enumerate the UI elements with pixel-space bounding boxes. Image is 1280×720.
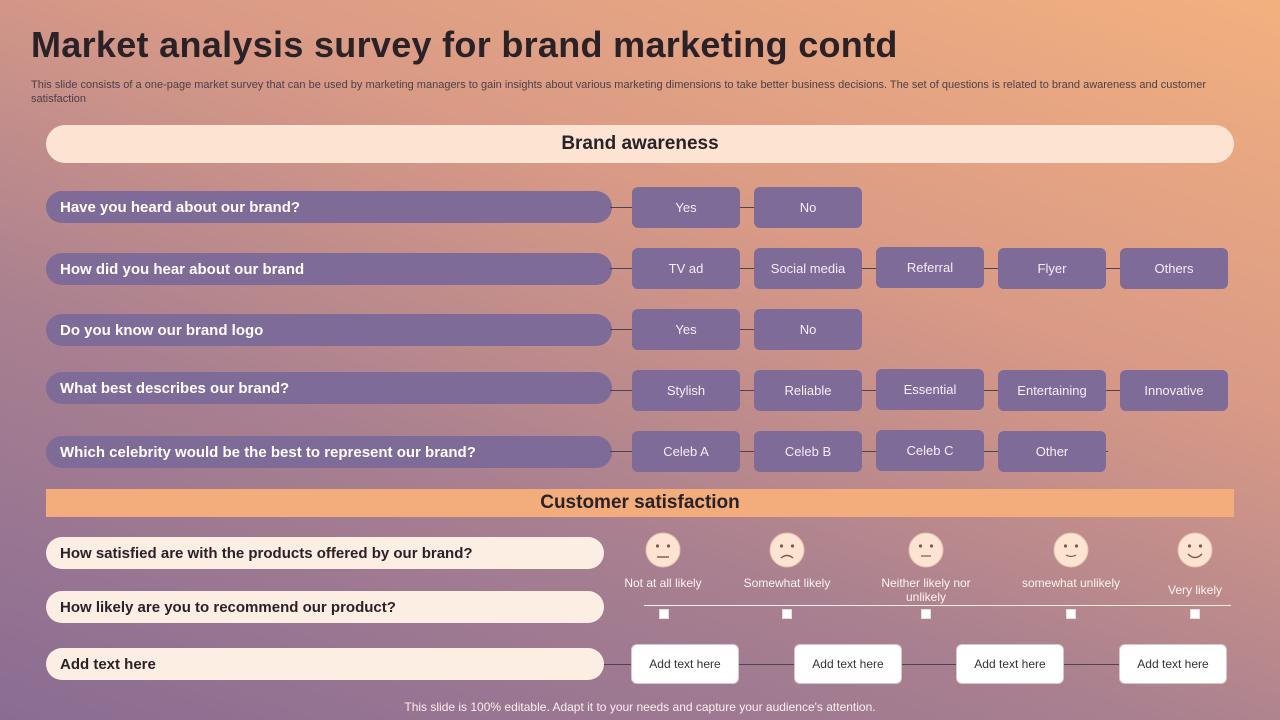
option-social-media[interactable]: Social media (754, 248, 862, 289)
text-box-1[interactable]: Add text here (631, 644, 739, 684)
rating-checkbox-somewhat-unlikely[interactable] (1066, 609, 1076, 619)
very-sad-face-icon (645, 532, 681, 568)
rating-not-at-all-likely[interactable]: Not at all likely (603, 532, 723, 590)
rating-neither-likely-nor-unlikely[interactable]: Neither likely nor unlikely (866, 532, 986, 604)
option-other[interactable]: Other (998, 431, 1106, 472)
rating-label: Somewhat likely (743, 576, 831, 590)
rating-label: somewhat unlikely (1021, 576, 1121, 590)
slight-smile-face-icon (1053, 532, 1089, 568)
customer-satisfaction-heading: Customer satisfaction (46, 489, 1234, 517)
option-celeb-b[interactable]: Celeb B (754, 431, 862, 472)
text-box-2[interactable]: Add text here (794, 644, 902, 684)
option-no[interactable]: No (754, 187, 862, 228)
option-entertaining[interactable]: Entertaining (998, 370, 1106, 411)
rating-checkbox-very-likely[interactable] (1190, 609, 1200, 619)
option-celeb-a[interactable]: Celeb A (632, 431, 740, 472)
rating-divider (644, 605, 1231, 606)
option-referral[interactable]: Referral (876, 247, 984, 288)
rating-label: Neither likely nor unlikely (881, 576, 971, 604)
question-recommend-product: How likely are you to recommend our prod… (46, 591, 604, 623)
slide-subtitle: This slide consists of a one-page market… (31, 79, 1206, 105)
rating-checkbox-not-at-all-likely[interactable] (659, 609, 669, 619)
option-stylish[interactable]: Stylish (632, 370, 740, 411)
question-celebrity: Which celebrity would be the best to rep… (46, 436, 612, 468)
text-box-connector (604, 664, 1226, 665)
rating-checkbox-neither[interactable] (921, 609, 931, 619)
rating-very-likely[interactable]: Very likely (1135, 532, 1255, 597)
question-satisfied-products: How satisfied are with the products offe… (46, 537, 604, 569)
option-celeb-c[interactable]: Celeb C (876, 430, 984, 471)
question-add-text: Add text here (46, 648, 604, 680)
text-box-4[interactable]: Add text here (1119, 644, 1227, 684)
question-describes-brand: What best describes our brand? (46, 372, 612, 404)
option-yes[interactable]: Yes (632, 309, 740, 350)
happy-face-icon (1177, 532, 1213, 568)
brand-awareness-heading: Brand awareness (46, 125, 1234, 163)
option-yes[interactable]: Yes (632, 187, 740, 228)
text-box-3[interactable]: Add text here (956, 644, 1064, 684)
sad-face-icon (769, 532, 805, 568)
question-how-heard: How did you hear about our brand (46, 253, 612, 285)
option-essential[interactable]: Essential (876, 369, 984, 410)
option-no[interactable]: No (754, 309, 862, 350)
footer-note: This slide is 100% editable. Adapt it to… (404, 700, 876, 714)
rating-checkbox-somewhat-likely[interactable] (782, 609, 792, 619)
option-others[interactable]: Others (1120, 248, 1228, 289)
option-flyer[interactable]: Flyer (998, 248, 1106, 289)
neutral-face-icon (908, 532, 944, 568)
question-heard-about-brand: Have you heard about our brand? (46, 191, 612, 223)
rating-somewhat-likely[interactable]: Somewhat likely (727, 532, 847, 590)
option-innovative[interactable]: Innovative (1120, 370, 1228, 411)
rating-somewhat-unlikely[interactable]: somewhat unlikely (1011, 532, 1131, 590)
option-reliable[interactable]: Reliable (754, 370, 862, 411)
question-know-logo: Do you know our brand logo (46, 314, 612, 346)
rating-label: Not at all likely (624, 576, 702, 590)
option-tv-ad[interactable]: TV ad (632, 248, 740, 289)
slide-title: Market analysis survey for brand marketi… (31, 24, 898, 65)
rating-label: Very likely (1167, 583, 1223, 597)
